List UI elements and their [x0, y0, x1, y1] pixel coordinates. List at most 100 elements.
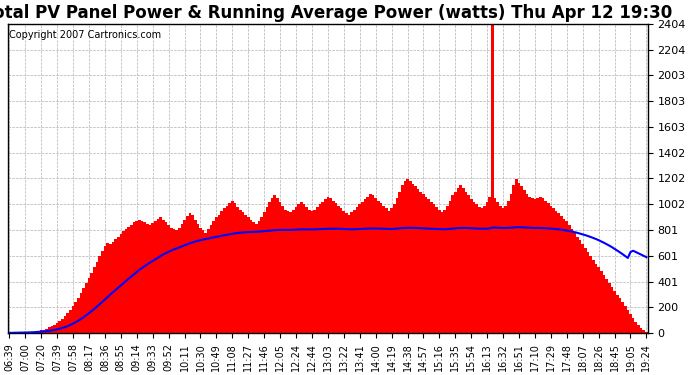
Bar — [319, 204, 322, 333]
Bar — [276, 198, 279, 333]
Bar — [560, 216, 563, 333]
Bar — [515, 178, 518, 333]
Bar — [297, 204, 300, 333]
Bar — [61, 319, 63, 333]
Bar — [510, 194, 513, 333]
Bar — [322, 202, 324, 333]
Bar — [507, 201, 510, 333]
Bar — [194, 220, 197, 333]
Bar — [579, 240, 582, 333]
Bar — [241, 212, 244, 333]
Bar — [369, 194, 372, 333]
Bar — [351, 212, 353, 333]
Bar — [565, 221, 568, 333]
Bar — [292, 210, 295, 333]
Bar — [513, 185, 515, 333]
Bar — [552, 208, 555, 333]
Bar — [598, 267, 600, 333]
Bar — [549, 206, 552, 333]
Bar — [404, 181, 406, 333]
Bar — [24, 332, 27, 333]
Bar — [90, 273, 93, 333]
Title: Total PV Panel Power & Running Average Power (watts) Thu Apr 12 19:30: Total PV Panel Power & Running Average P… — [0, 4, 672, 22]
Bar — [101, 251, 104, 333]
Bar — [204, 233, 207, 333]
Bar — [213, 221, 215, 333]
Bar — [77, 298, 80, 333]
Bar — [146, 224, 149, 333]
Bar — [109, 244, 112, 333]
Bar — [494, 198, 496, 333]
Bar — [337, 206, 340, 333]
Bar — [154, 221, 157, 333]
Bar — [629, 314, 632, 333]
Bar — [589, 256, 592, 333]
Bar — [430, 202, 433, 333]
Bar — [353, 210, 356, 333]
Bar — [162, 220, 165, 333]
Bar — [220, 211, 223, 333]
Bar — [571, 229, 573, 333]
Bar — [364, 199, 366, 333]
Bar — [253, 222, 255, 333]
Bar — [141, 221, 144, 333]
Bar — [207, 229, 210, 333]
Bar — [489, 196, 491, 333]
Bar — [29, 332, 32, 333]
Bar — [273, 195, 276, 333]
Bar — [197, 224, 199, 333]
Bar — [611, 287, 613, 333]
Bar — [536, 198, 539, 333]
Bar — [470, 199, 473, 333]
Bar — [523, 190, 526, 333]
Bar — [40, 330, 43, 333]
Bar — [584, 248, 586, 333]
Bar — [600, 272, 602, 333]
Bar — [539, 196, 542, 333]
Bar — [178, 228, 181, 333]
Bar — [306, 207, 308, 333]
Bar — [313, 210, 316, 333]
Bar — [172, 229, 175, 333]
Bar — [632, 318, 635, 333]
Bar — [366, 196, 369, 333]
Bar — [53, 325, 56, 333]
Bar — [46, 328, 48, 333]
Bar — [605, 279, 608, 333]
Bar — [88, 278, 90, 333]
Bar — [284, 210, 287, 333]
Bar — [345, 213, 348, 333]
Bar — [75, 302, 77, 333]
Bar — [93, 267, 96, 333]
Bar — [37, 331, 40, 333]
Bar — [520, 186, 523, 333]
Bar — [144, 222, 146, 333]
Bar — [529, 196, 531, 333]
Bar — [112, 242, 115, 333]
Bar — [119, 234, 122, 333]
Bar — [244, 215, 247, 333]
Bar — [247, 217, 250, 333]
Bar — [582, 244, 584, 333]
Bar — [310, 211, 313, 333]
Bar — [454, 192, 457, 333]
Bar — [642, 330, 645, 333]
Bar — [427, 199, 430, 333]
Bar — [395, 198, 398, 333]
Bar — [82, 288, 85, 333]
Bar — [518, 183, 520, 333]
Bar — [391, 208, 393, 333]
Bar — [59, 321, 61, 333]
Bar — [602, 275, 605, 333]
Bar — [388, 211, 391, 333]
Bar — [228, 203, 231, 333]
Bar — [441, 212, 444, 333]
Bar — [435, 207, 438, 333]
Bar — [478, 207, 480, 333]
Bar — [104, 246, 106, 333]
Bar — [239, 210, 241, 333]
Bar — [218, 215, 220, 333]
Bar — [157, 219, 159, 333]
Bar — [496, 202, 499, 333]
Bar — [475, 204, 478, 333]
